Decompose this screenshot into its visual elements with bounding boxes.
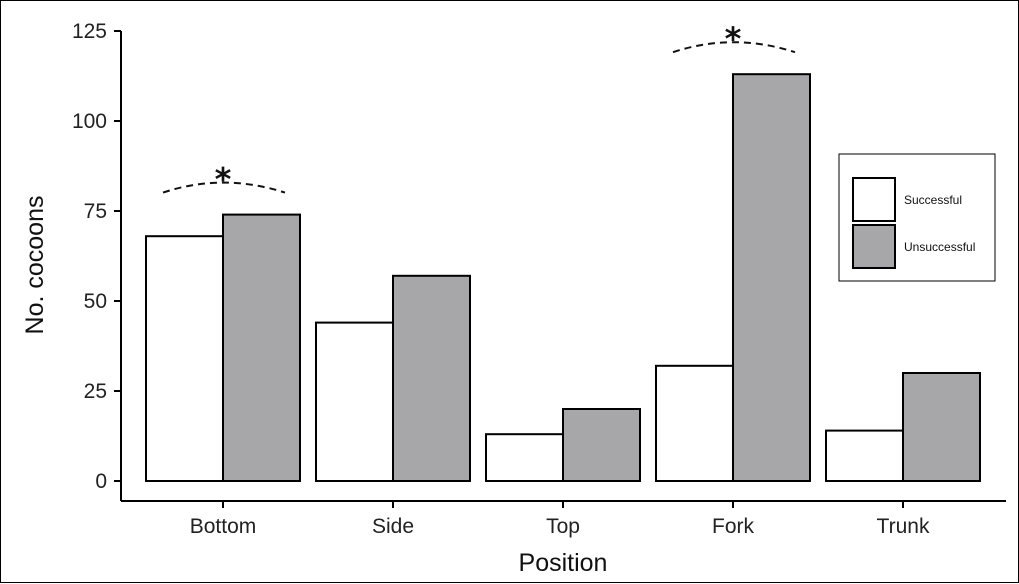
bar-successful-top xyxy=(485,433,564,483)
x-axis-title: Position xyxy=(519,549,608,577)
significance-star: * xyxy=(725,20,742,58)
bar-unsuccessful-top xyxy=(562,408,641,482)
y-tick-label: 100 xyxy=(72,110,107,133)
x-tick-label: Trunk xyxy=(877,515,930,538)
y-tick-label: 75 xyxy=(84,200,107,223)
bar-unsuccessful-trunk xyxy=(902,372,981,482)
x-tick-label: Side xyxy=(372,515,414,538)
significance-arc xyxy=(162,181,286,194)
y-tick-label: 50 xyxy=(84,290,107,313)
y-tick-label: 125 xyxy=(72,20,107,43)
y-tick-label: 0 xyxy=(95,470,107,493)
significance-arc xyxy=(672,41,796,54)
significance-star: * xyxy=(215,161,232,199)
bar-successful-side xyxy=(315,321,394,482)
legend-swatch-successful xyxy=(852,177,896,222)
x-tick-label: Fork xyxy=(712,515,755,538)
bar-unsuccessful-fork xyxy=(732,73,811,482)
bar-unsuccessful-side xyxy=(392,274,471,482)
y-ticks-group: 0 25 50 75 100 125 xyxy=(72,20,121,493)
legend-label-successful: Successful xyxy=(904,193,962,207)
legend-swatch-unsuccessful xyxy=(852,224,896,269)
legend: Successful Unsuccessful xyxy=(838,153,996,282)
y-axis-title: No. cocoons xyxy=(21,196,49,335)
bars-group xyxy=(145,73,981,483)
bar-successful-bottom xyxy=(145,235,224,482)
bar-unsuccessful-bottom xyxy=(222,213,301,482)
x-tick-label: Bottom xyxy=(190,515,257,538)
y-tick-label: 25 xyxy=(84,380,107,403)
bar-successful-trunk xyxy=(825,429,904,483)
legend-label-unsuccessful: Unsuccessful xyxy=(904,240,975,254)
annotations-group: ** xyxy=(162,20,796,199)
x-ticks-group: Bottom Side Top Fork Trunk xyxy=(190,501,930,538)
bar-successful-fork xyxy=(655,364,734,482)
x-tick-label: Top xyxy=(546,515,580,538)
